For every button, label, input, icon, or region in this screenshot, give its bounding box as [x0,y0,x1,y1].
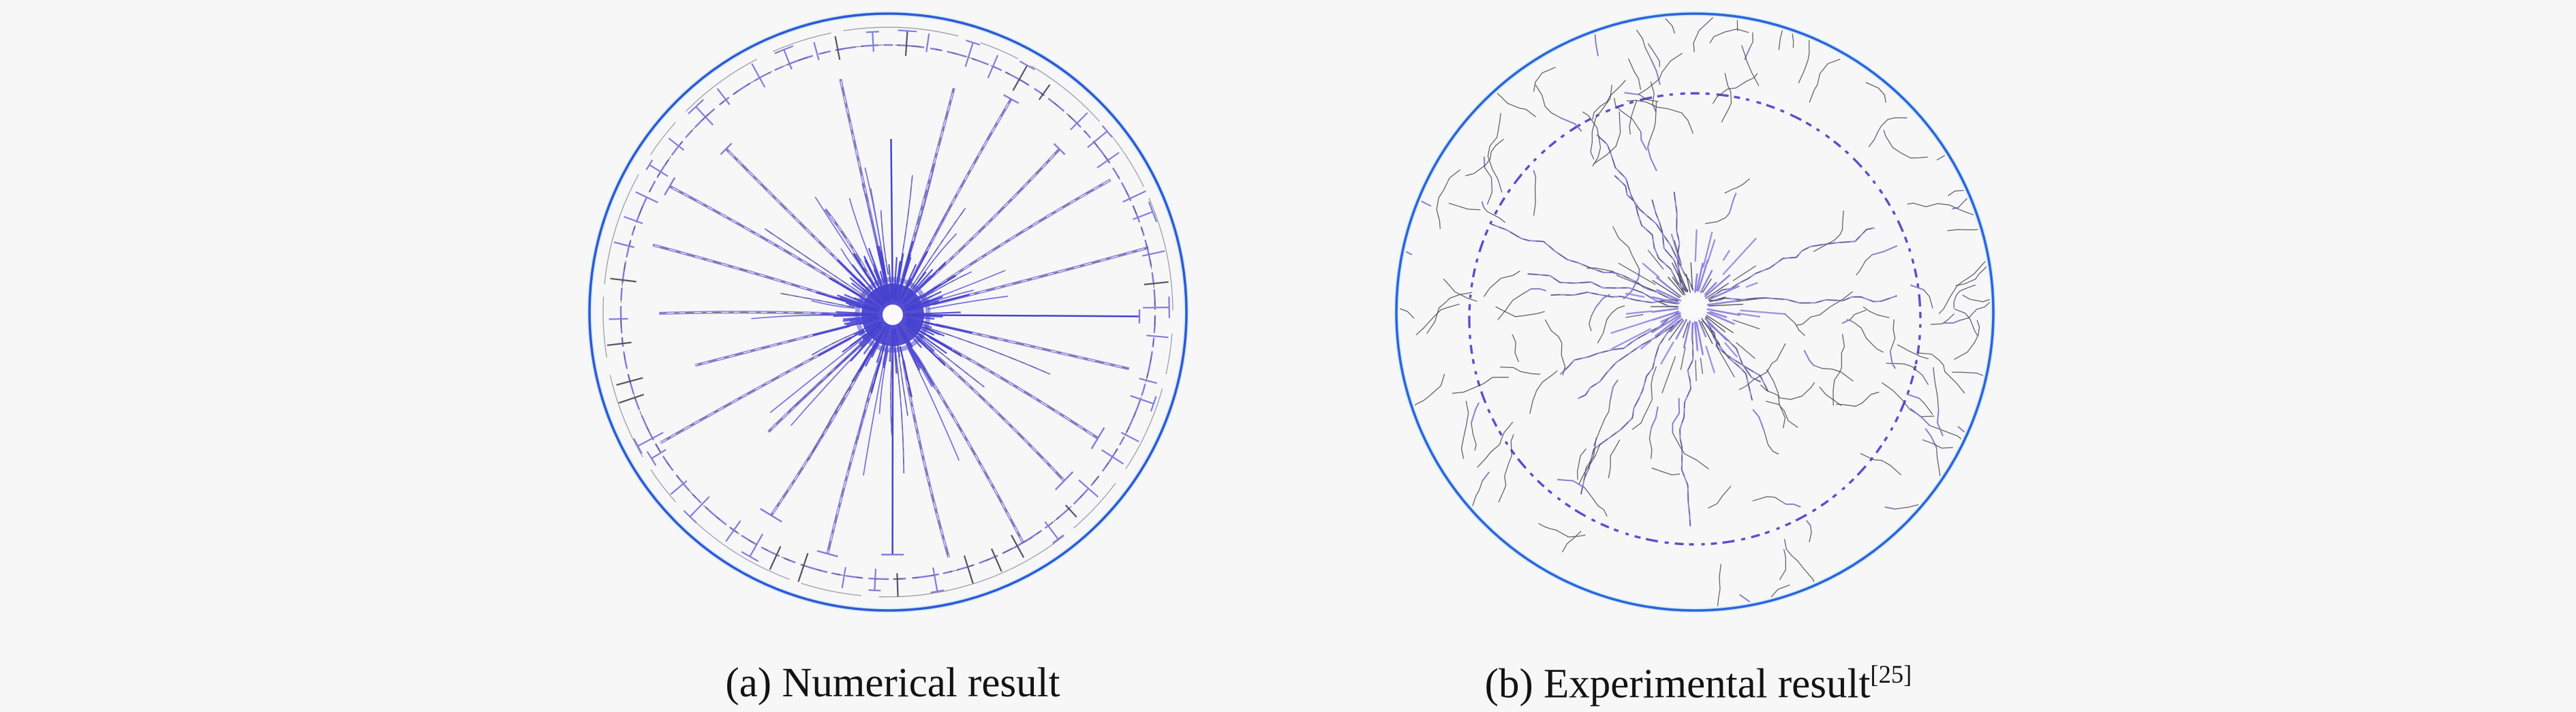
caption-experimental-reference: [25] [1870,660,1912,688]
crack-pattern [602,27,1174,598]
boundary-circle [1395,12,1995,612]
caption-numerical: (a) Numerical result [725,662,1060,704]
boundary-circle [588,12,1188,612]
center-hole [1682,295,1705,318]
numerical-result-plot [587,11,1189,613]
center-burst [840,261,939,369]
center-burst [1610,229,1786,394]
fragment-ring [602,27,1174,598]
dotted-ring [1468,92,1922,546]
caption-experimental-text: (b) Experimental result [1484,661,1871,707]
experimental-result-plot [1394,11,1996,613]
caption-experimental: (b) Experimental result[25] [1485,662,1912,705]
center-hole [883,305,903,325]
caption-numerical-text: (a) Numerical result [725,660,1060,706]
crack-pattern [1400,17,1990,607]
